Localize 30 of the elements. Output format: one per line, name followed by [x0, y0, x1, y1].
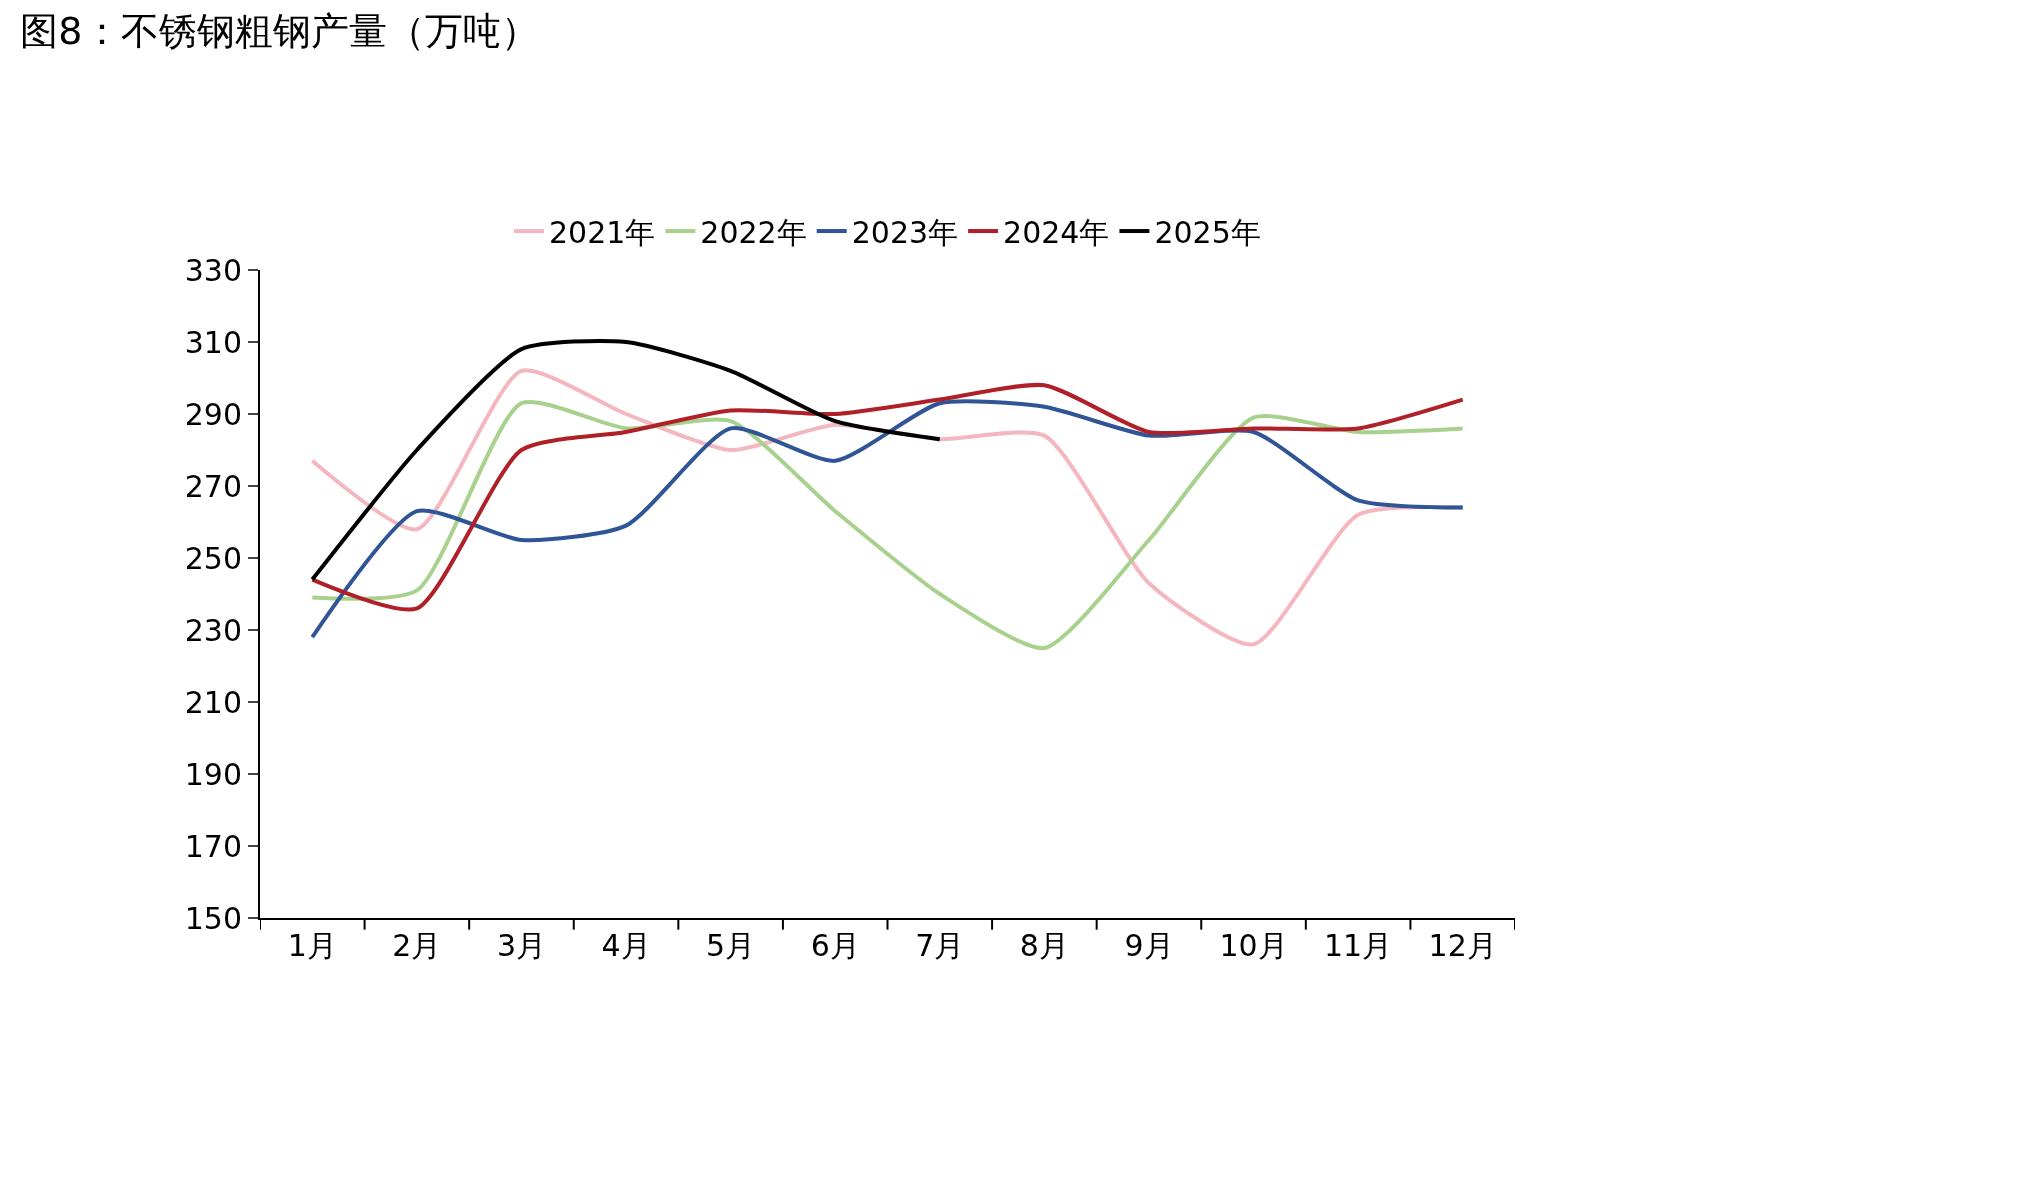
- x-tick-label: 11月: [1324, 928, 1393, 963]
- y-tick-label: 290: [184, 396, 242, 432]
- x-tick-label: 10月: [1219, 928, 1288, 963]
- x-tick-label: 2月: [392, 928, 442, 963]
- legend-label: 2025年: [1154, 214, 1261, 250]
- line-series: [310, 339, 942, 582]
- legend-label: 2022年: [700, 214, 807, 250]
- x-tick-label: 3月: [496, 928, 547, 963]
- x-tick-label: 6月: [810, 928, 860, 963]
- y-tick-label: 190: [184, 756, 242, 792]
- x-tick-label: 8月: [1019, 928, 1069, 963]
- x-tick-label: 7月: [915, 928, 965, 963]
- legend-label: 2024年: [1003, 214, 1110, 250]
- legend-label: 2023年: [851, 214, 959, 250]
- y-tick-label: 150: [184, 900, 242, 936]
- y-tick-label: 210: [184, 684, 242, 720]
- y-tick-label: 310: [184, 324, 242, 360]
- y-tick-label: 330: [184, 252, 242, 288]
- x-tick-label: 9月: [1124, 928, 1174, 963]
- x-tick-label: 12月: [1428, 928, 1497, 963]
- y-tick-label: 250: [184, 540, 242, 576]
- y-tick-label: 230: [184, 612, 242, 648]
- x-tick-label: 5月: [706, 928, 756, 963]
- x-tick-label: 4月: [601, 928, 651, 963]
- y-tick-label: 170: [184, 828, 242, 864]
- line-series: [310, 382, 1465, 612]
- chart-title: 图8：不锈钢粗钢产量（万吨）: [20, 9, 539, 54]
- legend-label: 2021年: [549, 214, 656, 250]
- y-tick-label: 270: [184, 468, 242, 504]
- x-tick-label: 1月: [287, 928, 337, 963]
